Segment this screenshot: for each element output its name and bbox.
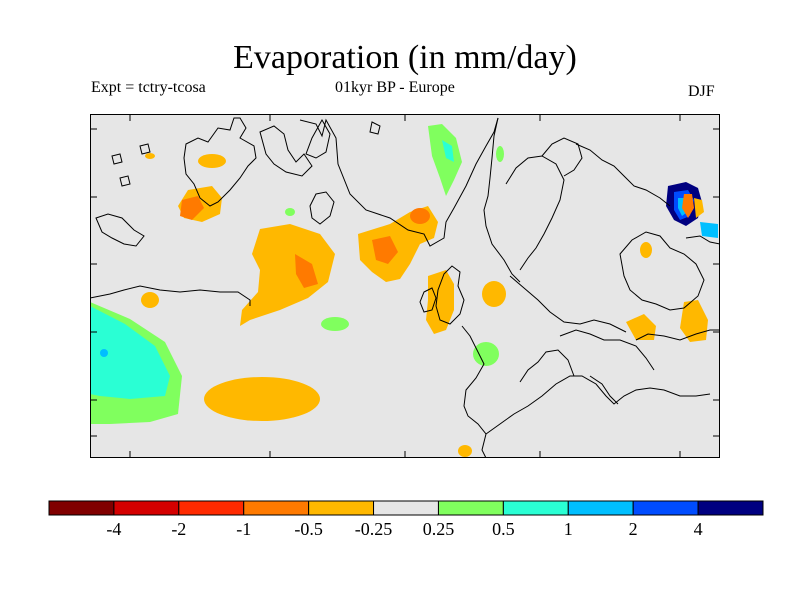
left-ticks (90, 128, 97, 437)
negative-anomaly-regions (141, 153, 708, 457)
coastlines (90, 117, 720, 458)
experiment-label: Expt = tctry-tcosa (91, 79, 206, 96)
negative-spot-east-1 (640, 242, 652, 258)
negative-spot-atlantic-south (458, 445, 472, 457)
coastline-greenland (183, 117, 257, 207)
coastline-russia-north (505, 155, 565, 271)
coastline-greece-turkey (589, 375, 619, 405)
colorbar-segment (632, 500, 699, 516)
colorbar (48, 500, 764, 516)
colorbar-segment (373, 500, 439, 516)
coastline-east-norway (309, 191, 335, 225)
colorbar-tick-label: -1 (236, 519, 252, 539)
coastline-central-europe (509, 275, 627, 333)
colorbar-tick-label: -0.5 (294, 519, 323, 539)
northeast-anomaly-cluster (666, 182, 718, 238)
colorbar-tick-label: -0.25 (354, 519, 393, 539)
colorbar-segment (697, 500, 764, 516)
colorbar-segment (437, 500, 504, 516)
positive-region-north-sea-strip (428, 124, 462, 196)
negative-region-central-atlantic (204, 377, 320, 421)
coastline-small-islands-2 (111, 153, 123, 165)
coastline-iceland (259, 125, 313, 177)
period-region-label: 01kyr BP - Europe (335, 79, 455, 96)
colorbar-tick-label: 2 (628, 519, 638, 539)
right-ticks (713, 128, 720, 437)
northeast-strip (700, 222, 718, 238)
positive-spot-small-2 (496, 146, 504, 162)
coastline-baltic (483, 117, 521, 283)
positive-region-atlantic-southwest-core (90, 306, 170, 399)
bottom-ticks (129, 451, 681, 458)
colorbar-tick-label: 0.5 (492, 519, 515, 539)
season-label: DJF (688, 83, 715, 100)
colorbar-segment (113, 500, 180, 516)
coastline-white-sea (541, 137, 583, 177)
coastline-italy (519, 349, 575, 383)
negative-spot-norway-coast (410, 208, 430, 224)
top-ticks (129, 114, 681, 121)
negative-region-norwegian-sea (358, 206, 438, 282)
coastline-caspian-region (619, 231, 705, 311)
map-frame (90, 114, 720, 458)
evaporation-map (90, 114, 720, 458)
northeast-negative-core (682, 194, 694, 218)
positive-region-ireland (473, 342, 499, 366)
positive-point-atlantic (100, 349, 108, 357)
colorbar-tick-label: 0.25 (422, 519, 455, 539)
coastline-western-europe (461, 325, 487, 458)
colorbar-tick-label: 1 (563, 519, 573, 539)
colorbar-segment (48, 500, 115, 516)
coastline-ireland (419, 287, 437, 313)
negative-region-black-sea (680, 300, 708, 342)
positive-anomaly-regions (90, 124, 504, 424)
positive-spot-ocean (321, 317, 349, 331)
coastline-france-med (485, 375, 711, 435)
coastline-east-margin (685, 235, 720, 245)
coastline-adriatic-balkans (559, 329, 655, 371)
coastline-svalbard (305, 118, 331, 159)
colorbar-tick-label: 4 (693, 519, 703, 539)
negative-region-uk (426, 270, 454, 334)
coastline-canadian-archipelago (95, 213, 145, 247)
negative-region-norwegian-core (372, 236, 398, 264)
negative-region-iceland-south (240, 224, 335, 326)
coastline-north-russia (575, 143, 671, 207)
negative-region-greenland-core (180, 196, 204, 220)
colorbar-segment (178, 500, 245, 516)
coastline-black-sea (635, 329, 720, 341)
negative-spot-baltic (482, 281, 506, 307)
colorbar-segment (308, 500, 375, 516)
negative-spot-atlantic-west (141, 292, 159, 308)
coastline-small-islands-3 (119, 175, 131, 187)
colorbar-tick-label: -4 (106, 519, 122, 539)
colorbar-segment (502, 500, 569, 516)
colorbar-labels: -4 -2 -1 -0.5 -0.25 0.25 0.5 1 2 4 (0, 518, 800, 542)
negative-region-eastern-europe (626, 314, 656, 340)
coastline-uk (435, 265, 465, 325)
positive-region-north-sea-core (442, 140, 454, 162)
chart-title: Evaporation (in mm/day) (233, 39, 577, 76)
coastline-small-islands-4 (139, 143, 151, 155)
coastline-small-islands-1 (369, 121, 381, 135)
northeast-negative-edge (694, 198, 704, 218)
negative-region-iceland-core (295, 254, 318, 288)
colorbar-segment (567, 500, 634, 516)
colorbar-segment (243, 500, 310, 516)
negative-spot-north-1 (145, 153, 155, 159)
positive-spot-small-1 (285, 208, 295, 216)
coastline-labrador (90, 285, 251, 306)
negative-spot-greenland-west (198, 154, 226, 168)
coastline-scandinavia (299, 117, 499, 247)
colorbar-tick-label: -2 (171, 519, 187, 539)
